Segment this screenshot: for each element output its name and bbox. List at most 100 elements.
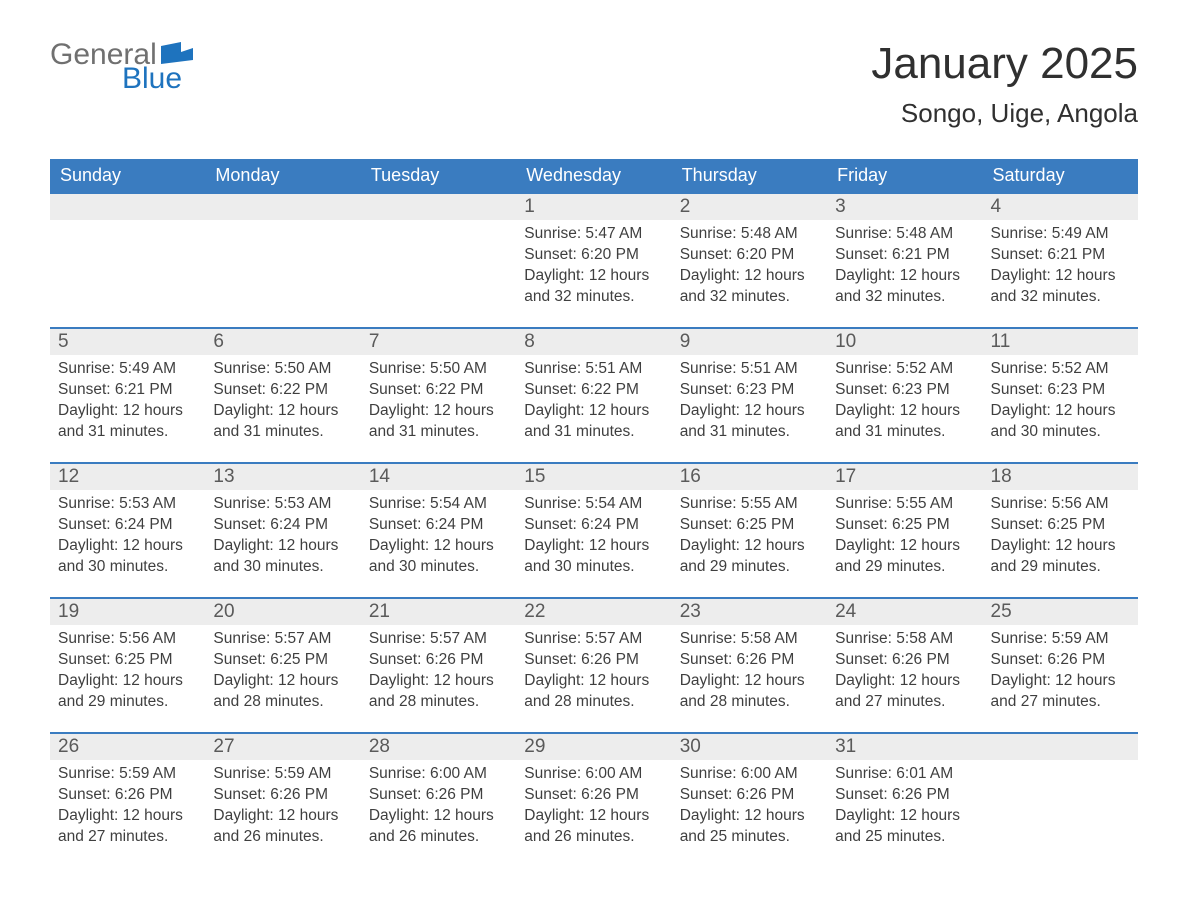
daylight-line: Daylight: 12 hours and 32 minutes. — [524, 266, 663, 308]
sunrise-line: Sunrise: 5:54 AM — [369, 494, 508, 515]
day-body: Sunrise: 5:49 AMSunset: 6:21 PMDaylight:… — [50, 355, 205, 451]
sunrise-line: Sunrise: 5:56 AM — [58, 629, 197, 650]
daylight-line: Daylight: 12 hours and 31 minutes. — [835, 401, 974, 443]
sunset-line: Sunset: 6:26 PM — [835, 785, 974, 806]
sunrise-line: Sunrise: 5:58 AM — [680, 629, 819, 650]
calendar-cell: 31Sunrise: 6:01 AMSunset: 6:26 PMDayligh… — [827, 732, 982, 867]
day-number: 22 — [516, 597, 671, 625]
day-body: Sunrise: 5:58 AMSunset: 6:26 PMDaylight:… — [672, 625, 827, 721]
daylight-line: Daylight: 12 hours and 30 minutes. — [213, 536, 352, 578]
day-number: 8 — [516, 327, 671, 355]
sunset-line: Sunset: 6:23 PM — [835, 380, 974, 401]
calendar-cell: 19Sunrise: 5:56 AMSunset: 6:25 PMDayligh… — [50, 597, 205, 732]
empty-day-bar — [205, 192, 360, 220]
day-number: 25 — [983, 597, 1138, 625]
sunset-line: Sunset: 6:26 PM — [58, 785, 197, 806]
day-number: 7 — [361, 327, 516, 355]
sunset-line: Sunset: 6:26 PM — [524, 650, 663, 671]
brand-word-2: Blue — [122, 64, 193, 94]
calendar-week-row: 26Sunrise: 5:59 AMSunset: 6:26 PMDayligh… — [50, 732, 1138, 867]
empty-day-bar — [983, 732, 1138, 760]
day-body: Sunrise: 5:55 AMSunset: 6:25 PMDaylight:… — [827, 490, 982, 586]
sunrise-line: Sunrise: 5:56 AM — [991, 494, 1130, 515]
sunset-line: Sunset: 6:24 PM — [369, 515, 508, 536]
day-body: Sunrise: 5:48 AMSunset: 6:21 PMDaylight:… — [827, 220, 982, 316]
calendar-cell: 7Sunrise: 5:50 AMSunset: 6:22 PMDaylight… — [361, 327, 516, 462]
day-number: 10 — [827, 327, 982, 355]
calendar-cell: 22Sunrise: 5:57 AMSunset: 6:26 PMDayligh… — [516, 597, 671, 732]
daylight-line: Daylight: 12 hours and 28 minutes. — [369, 671, 508, 713]
calendar-cell: 5Sunrise: 5:49 AMSunset: 6:21 PMDaylight… — [50, 327, 205, 462]
day-number: 26 — [50, 732, 205, 760]
calendar-week-row: 19Sunrise: 5:56 AMSunset: 6:25 PMDayligh… — [50, 597, 1138, 732]
sunrise-line: Sunrise: 5:59 AM — [991, 629, 1130, 650]
calendar-cell: 9Sunrise: 5:51 AMSunset: 6:23 PMDaylight… — [672, 327, 827, 462]
calendar-cell: 23Sunrise: 5:58 AMSunset: 6:26 PMDayligh… — [672, 597, 827, 732]
daylight-line: Daylight: 12 hours and 30 minutes. — [58, 536, 197, 578]
sunrise-line: Sunrise: 5:47 AM — [524, 224, 663, 245]
day-body: Sunrise: 5:49 AMSunset: 6:21 PMDaylight:… — [983, 220, 1138, 316]
calendar-cell: 29Sunrise: 6:00 AMSunset: 6:26 PMDayligh… — [516, 732, 671, 867]
daylight-line: Daylight: 12 hours and 27 minutes. — [835, 671, 974, 713]
daylight-line: Daylight: 12 hours and 29 minutes. — [991, 536, 1130, 578]
day-body: Sunrise: 5:56 AMSunset: 6:25 PMDaylight:… — [983, 490, 1138, 586]
daylight-line: Daylight: 12 hours and 29 minutes. — [835, 536, 974, 578]
calendar-week-row: 12Sunrise: 5:53 AMSunset: 6:24 PMDayligh… — [50, 462, 1138, 597]
daylight-line: Daylight: 12 hours and 30 minutes. — [369, 536, 508, 578]
day-body: Sunrise: 5:47 AMSunset: 6:20 PMDaylight:… — [516, 220, 671, 316]
sunset-line: Sunset: 6:20 PM — [680, 245, 819, 266]
day-number: 24 — [827, 597, 982, 625]
sunrise-line: Sunrise: 5:51 AM — [680, 359, 819, 380]
day-number: 13 — [205, 462, 360, 490]
sunrise-line: Sunrise: 5:52 AM — [835, 359, 974, 380]
day-number: 28 — [361, 732, 516, 760]
calendar-cell: 10 Sunrise: 5:52 AMSunset: 6:23 PMDayligh… — [827, 327, 982, 462]
calendar-cell: 2Sunrise: 5:48 AMSunset: 6:20 PMDaylight… — [672, 192, 827, 327]
sunset-line: Sunset: 6:26 PM — [524, 785, 663, 806]
sunset-line: Sunset: 6:21 PM — [991, 245, 1130, 266]
day-number: 1 — [516, 192, 671, 220]
day-number: 9 — [672, 327, 827, 355]
calendar-cell: 24Sunrise: 5:58 AMSunset: 6:26 PMDayligh… — [827, 597, 982, 732]
calendar-cell: 16Sunrise: 5:55 AMSunset: 6:25 PMDayligh… — [672, 462, 827, 597]
sunset-line: Sunset: 6:25 PM — [680, 515, 819, 536]
daylight-line: Daylight: 12 hours and 27 minutes. — [58, 806, 197, 848]
sunset-line: Sunset: 6:20 PM — [524, 245, 663, 266]
weekday-header: Saturday — [983, 159, 1138, 192]
day-number: 21 — [361, 597, 516, 625]
sunrise-line: Sunrise: 5:52 AM — [991, 359, 1130, 380]
sunrise-line: Sunrise: 5:50 AM — [213, 359, 352, 380]
day-body: Sunrise: 5:55 AMSunset: 6:25 PMDaylight:… — [672, 490, 827, 586]
calendar-cell: 8Sunrise: 5:51 AMSunset: 6:22 PMDaylight… — [516, 327, 671, 462]
day-number: 6 — [205, 327, 360, 355]
empty-day-bar — [361, 192, 516, 220]
sunset-line: Sunset: 6:26 PM — [835, 650, 974, 671]
day-number: 15 — [516, 462, 671, 490]
day-number: 23 — [672, 597, 827, 625]
daylight-line: Daylight: 12 hours and 32 minutes. — [680, 266, 819, 308]
sunrise-line: Sunrise: 6:01 AM — [835, 764, 974, 785]
daylight-line: Daylight: 12 hours and 25 minutes. — [835, 806, 974, 848]
sunset-line: Sunset: 6:26 PM — [680, 785, 819, 806]
day-body: Sunrise: 6:01 AMSunset: 6:26 PMDaylight:… — [827, 760, 982, 856]
sunset-line: Sunset: 6:23 PM — [680, 380, 819, 401]
sunset-line: Sunset: 6:25 PM — [991, 515, 1130, 536]
daylight-line: Daylight: 12 hours and 26 minutes. — [213, 806, 352, 848]
sunset-line: Sunset: 6:24 PM — [58, 515, 197, 536]
location-subtitle: Songo, Uige, Angola — [871, 98, 1138, 129]
calendar-table: SundayMondayTuesdayWednesdayThursdayFrid… — [50, 159, 1138, 867]
day-number: 30 — [672, 732, 827, 760]
weekday-header-row: SundayMondayTuesdayWednesdayThursdayFrid… — [50, 159, 1138, 192]
daylight-line: Daylight: 12 hours and 32 minutes. — [835, 266, 974, 308]
calendar-cell: 14Sunrise: 5:54 AMSunset: 6:24 PMDayligh… — [361, 462, 516, 597]
sunset-line: Sunset: 6:25 PM — [213, 650, 352, 671]
weekday-header: Sunday — [50, 159, 205, 192]
day-number: 5 — [50, 327, 205, 355]
day-body: Sunrise: 5:52 AMSunset: 6:23 PMDaylight:… — [983, 355, 1138, 451]
weekday-header: Wednesday — [516, 159, 671, 192]
day-number: 29 — [516, 732, 671, 760]
calendar-cell — [50, 192, 205, 327]
day-number: 27 — [205, 732, 360, 760]
sunrise-line: Sunrise: 6:00 AM — [524, 764, 663, 785]
daylight-line: Daylight: 12 hours and 28 minutes. — [213, 671, 352, 713]
